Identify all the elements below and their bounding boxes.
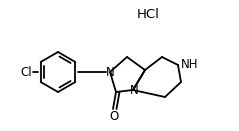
Text: Cl: Cl <box>20 66 32 78</box>
Text: N: N <box>130 84 138 97</box>
Text: N: N <box>106 66 114 78</box>
Text: HCl: HCl <box>136 7 159 20</box>
Text: NH: NH <box>181 59 199 72</box>
Text: O: O <box>109 111 119 124</box>
